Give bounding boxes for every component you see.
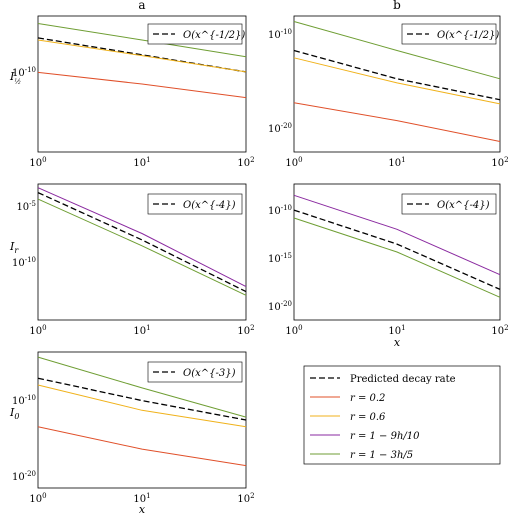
ytick: 10-20 bbox=[268, 300, 292, 313]
xtick-100: 102 bbox=[237, 492, 254, 505]
xtick-100: 102 bbox=[491, 324, 508, 337]
series-line-predicted bbox=[293, 209, 501, 290]
ytick: 10-5 bbox=[16, 200, 36, 213]
legend: Predicted decay rate r = 0.2 r = 0.6 r =… bbox=[303, 365, 501, 465]
ytick: 10-10 bbox=[12, 394, 36, 407]
annotation-box bbox=[147, 361, 243, 383]
xtick-1: 100 bbox=[29, 492, 46, 505]
panel-a-bot: I0 O(x^{-3}) 100 101 102 10-10 10-20 x bbox=[9, 351, 255, 514]
annotation-text: O(x^{-1/2}) bbox=[183, 30, 245, 41]
xtick-100: 102 bbox=[237, 324, 254, 337]
annotation-text: O(x^{-4}) bbox=[437, 200, 490, 211]
ytick: 10-10 bbox=[268, 204, 292, 217]
plot-frame bbox=[293, 183, 501, 321]
annotation-text: O(x^{-1/2}) bbox=[437, 30, 499, 41]
xtick-100: 102 bbox=[237, 156, 254, 169]
annotation-box bbox=[401, 193, 497, 215]
plot-frame bbox=[37, 183, 247, 321]
panel-title-b: b bbox=[393, 0, 401, 12]
series-line-r3h bbox=[293, 21, 501, 80]
series-line-predicted bbox=[293, 49, 501, 101]
series-line-r06 bbox=[37, 39, 247, 73]
panel-a-mid: Ir O(x^{-4}) 100 101 102 10-5 10-10 bbox=[9, 183, 255, 337]
panel-title-a: a bbox=[138, 0, 145, 12]
legend-label-predicted: Predicted decay rate bbox=[350, 374, 456, 385]
series-line-r3h bbox=[37, 198, 247, 296]
annotation-box bbox=[147, 23, 243, 45]
series-line-r3h bbox=[37, 23, 247, 58]
xtick-100: 102 bbox=[491, 156, 508, 169]
plot-area-b-mid bbox=[293, 194, 501, 298]
plot-area-a-top bbox=[37, 23, 247, 99]
xlabel-a-bot: x bbox=[139, 503, 146, 514]
annotation-box bbox=[401, 23, 497, 45]
xtick-10: 101 bbox=[133, 156, 150, 169]
plot-area-b-top bbox=[293, 21, 501, 142]
series-line-r06 bbox=[293, 57, 501, 105]
series-line-predicted bbox=[37, 192, 247, 293]
series-line-r06 bbox=[37, 384, 247, 428]
plot-frame bbox=[293, 15, 501, 153]
annotation-box bbox=[147, 193, 243, 215]
panel-b-mid: O(x^{-4}) 100 101 102 10-10 10-15 10-20 … bbox=[268, 183, 509, 349]
ytick: 10-15 bbox=[268, 252, 292, 265]
ytick: 10-10 bbox=[12, 66, 36, 79]
xtick-1: 100 bbox=[29, 156, 46, 169]
legend-label-r3h: r = 1 − 3h/5 bbox=[350, 450, 413, 461]
xtick-1: 100 bbox=[29, 324, 46, 337]
ylabel-a-bot: I0 bbox=[9, 406, 19, 421]
series-line-r9h bbox=[37, 187, 247, 288]
xtick-1: 100 bbox=[285, 324, 302, 337]
legend-box bbox=[303, 365, 501, 465]
plot-area-a-bot bbox=[37, 356, 247, 467]
panel-b-top: b O(x^{-1/2}) 100 101 102 10-10 10-20 bbox=[268, 0, 509, 169]
legend-label-r02: r = 0.2 bbox=[350, 393, 385, 404]
series-line-r02 bbox=[37, 71, 247, 99]
panel-a-top: a I½ O(x^{-1/2}) 100 101 102 10-10 bbox=[9, 0, 255, 169]
series-line-r02 bbox=[293, 102, 501, 142]
xtick-1: 100 bbox=[285, 156, 302, 169]
ytick: 10-10 bbox=[268, 28, 292, 41]
ylabel-a-mid: Ir bbox=[9, 240, 19, 255]
series-line-r02 bbox=[37, 426, 247, 467]
ytick: 10-20 bbox=[12, 470, 36, 483]
annotation-text: O(x^{-3}) bbox=[183, 368, 236, 379]
plot-frame bbox=[37, 15, 247, 153]
legend-label-r06: r = 0.6 bbox=[350, 412, 386, 423]
xlabel-b-mid: x bbox=[394, 336, 401, 349]
ytick: 10-20 bbox=[268, 122, 292, 135]
annotation-text: O(x^{-4}) bbox=[183, 200, 236, 211]
series-line-predicted bbox=[37, 377, 247, 421]
plot-area-a-mid bbox=[37, 187, 247, 296]
ytick: 10-10 bbox=[12, 256, 36, 269]
series-line-r3h bbox=[293, 217, 501, 298]
xtick-10: 101 bbox=[133, 324, 150, 337]
series-line-r3h bbox=[37, 356, 247, 418]
series-line-r9h bbox=[293, 194, 501, 276]
xtick-10: 101 bbox=[388, 156, 405, 169]
legend-label-r9h: r = 1 − 9h/10 bbox=[350, 431, 420, 442]
